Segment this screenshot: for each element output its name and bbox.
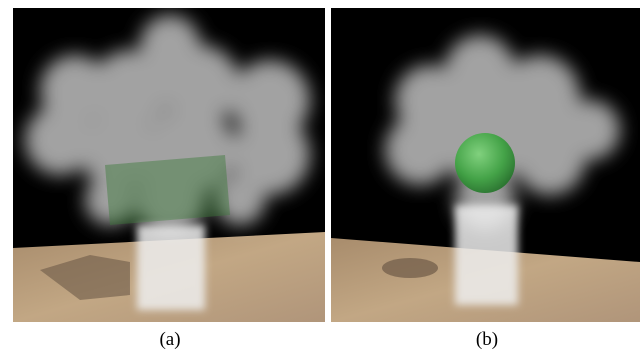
caption: (b) — [457, 329, 517, 351]
figure: (a) (b) — [0, 0, 641, 353]
caption: (a) — [140, 329, 200, 351]
panel-b-image — [331, 8, 640, 322]
images — [0, 0, 641, 325]
panel-a-image — [13, 8, 325, 322]
